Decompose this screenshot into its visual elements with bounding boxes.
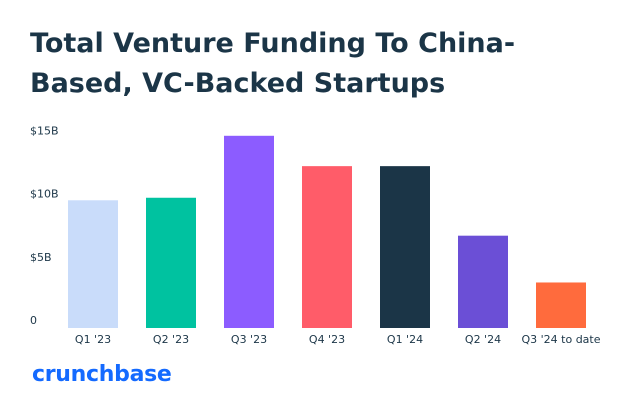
y-tick-label: $15B (30, 124, 59, 137)
brand-logo: crunchbase (32, 362, 172, 387)
y-tick-label: 0 (30, 314, 37, 327)
x-tick-label: Q3 '24 to date (521, 333, 600, 346)
x-tick-label: Q3 '23 (231, 333, 267, 346)
bar (380, 166, 430, 328)
bar (302, 166, 352, 328)
chart: 0 $5B $10B $15B Q1 '23 Q2 '23 Q3 '23 Q4 '23 Q1 '… (30, 124, 601, 346)
x-tick-label: Q2 '23 (153, 333, 189, 346)
y-tick-label: $10B (30, 188, 59, 201)
x-tick-label: Q1 '24 (387, 333, 423, 346)
bar (536, 282, 586, 328)
x-tick-label: Q4 '23 (309, 333, 345, 346)
chart-title: Total Venture Funding To China-Based, VC… (30, 28, 516, 99)
x-tick-label: Q2 '24 (465, 333, 501, 346)
bar (458, 235, 508, 328)
y-tick-label: $5B (30, 251, 52, 264)
bar (68, 200, 118, 328)
x-tick-label: Q1 '23 (75, 333, 111, 346)
bar (224, 135, 274, 328)
bar (146, 197, 196, 328)
